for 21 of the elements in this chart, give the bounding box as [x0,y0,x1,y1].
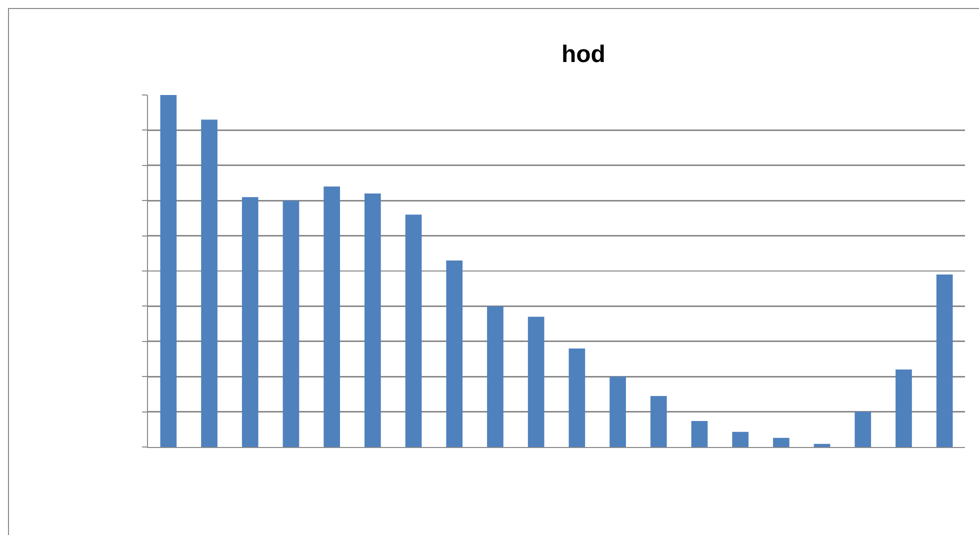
bar [854,412,872,447]
bar [405,214,422,447]
bar [282,200,300,447]
bar [650,396,667,447]
bar [691,420,708,447]
bar [160,95,177,447]
bar [896,370,912,447]
chart-title: hod [561,40,606,68]
bar [610,376,626,447]
bar [773,438,790,447]
bar [446,260,463,447]
bar [732,432,748,447]
bar [364,194,381,447]
bar [528,316,544,447]
bar [487,306,504,447]
bar [324,186,340,447]
bar [242,197,258,447]
bar [814,444,830,447]
bar [568,348,586,447]
bar [936,274,953,447]
bar [201,120,218,447]
